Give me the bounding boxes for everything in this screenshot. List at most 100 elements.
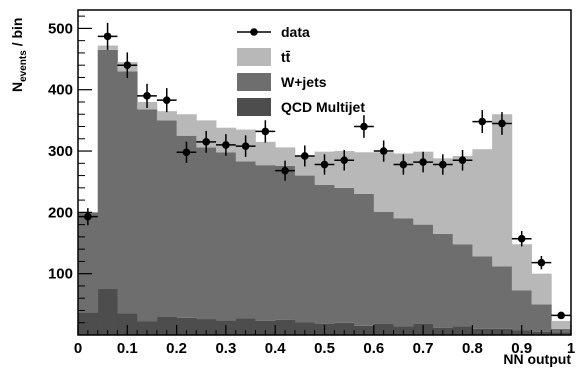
data-marker (340, 156, 349, 165)
bar-w-jets (413, 224, 434, 324)
data-point (216, 134, 236, 156)
bar-qcd-multijet (78, 312, 99, 335)
bar-w-jets (156, 120, 177, 317)
x-tick-label: 0.2 (166, 340, 187, 357)
bar-tt (452, 155, 473, 245)
x-tick-label: 0.5 (314, 340, 335, 357)
bar-w-jets (216, 152, 237, 321)
data-point (472, 110, 493, 134)
bar-qcd-multijet (137, 321, 158, 335)
x-tick-label: 0.9 (511, 340, 532, 357)
data-marker (300, 152, 309, 160)
data-points (78, 22, 571, 320)
data-marker (261, 127, 270, 136)
y-tick-label: 100 (48, 266, 73, 283)
bar-w-jets (511, 290, 532, 331)
data-marker (399, 160, 408, 169)
data-point (354, 115, 374, 138)
bar-tt (432, 158, 454, 234)
data-marker (202, 138, 210, 146)
data-marker (498, 119, 506, 128)
bar-qcd-multijet (176, 317, 197, 335)
data-marker (162, 96, 171, 104)
bar-tt (373, 152, 394, 212)
bar-w-jets (334, 187, 355, 323)
bar-tt (176, 114, 197, 136)
x-tick-label: 0 (74, 340, 82, 357)
legend-label: data (281, 24, 310, 40)
data-marker (182, 148, 191, 157)
bar-tt (354, 152, 375, 194)
bar-w-jets (117, 71, 138, 314)
data-point (137, 83, 157, 108)
data-marker (103, 32, 112, 41)
data-point (492, 112, 512, 135)
data-marker (281, 166, 289, 175)
legend-label: tt̄ (281, 49, 291, 65)
bar-qcd-multijet (117, 313, 138, 335)
series-w-jets (78, 49, 572, 333)
x-tick-label: 1 (567, 340, 575, 357)
data-point (511, 231, 532, 247)
data-point (413, 151, 433, 173)
bar-w-jets (196, 147, 217, 320)
data-marker (320, 160, 329, 169)
data-marker (360, 122, 368, 131)
series-tt (97, 45, 572, 329)
bar-w-jets (255, 165, 276, 321)
bar-w-jets (452, 244, 473, 327)
data-marker (143, 92, 151, 100)
bar-qcd-multijet (156, 316, 177, 335)
data-marker (241, 142, 250, 150)
data-marker (379, 147, 388, 155)
legend: data tt̄ W+jets QCD Multijet (237, 24, 365, 116)
bar-w-jets (314, 184, 335, 324)
bar-qcd-multijet (255, 320, 276, 335)
bar-w-jets (354, 193, 375, 326)
data-point (117, 52, 138, 79)
data-point (314, 154, 335, 175)
bar-w-jets (472, 256, 493, 329)
data-point (393, 154, 414, 175)
bar-tt (413, 151, 434, 225)
data-point (176, 141, 197, 163)
data-point (255, 120, 276, 143)
legend-item-tt: tt̄ (237, 48, 291, 66)
bar-qcd-multijet (235, 318, 256, 335)
bar-w-jets (294, 175, 316, 323)
bar-tt (511, 244, 532, 291)
data-point (373, 140, 394, 162)
data-point (156, 88, 177, 113)
data-point (235, 135, 256, 157)
x-tick-label: 0.7 (413, 340, 434, 357)
data-marker (557, 311, 565, 320)
bar-w-jets (373, 211, 394, 324)
data-point (294, 145, 315, 167)
bar-qcd-multijet (294, 322, 316, 335)
data-marker (439, 160, 447, 169)
bar-qcd-multijet (275, 319, 296, 335)
axis-ticks: 0 0.1 0.2 0.3 0.4 0.5 0.6 0.7 0.8 0.9 1 100 200 300 40… (48, 15, 575, 357)
bar-tt (275, 147, 296, 166)
bar-tt (492, 114, 513, 267)
bar-tt (393, 153, 414, 219)
y-axis-title-subscript: events (18, 50, 29, 82)
legend-swatch (237, 48, 271, 66)
y-tick-label: 500 (48, 20, 73, 37)
data-marker (517, 234, 526, 243)
bar-tt (531, 273, 552, 305)
legend-item-qcd-multijet: QCD Multijet (237, 98, 365, 116)
bar-w-jets (531, 304, 552, 332)
x-tick-label: 0.1 (117, 340, 138, 357)
data-point (97, 22, 118, 50)
bar-qcd-multijet (97, 289, 118, 335)
bar-w-jets (176, 135, 197, 318)
y-axis-title-main: N (9, 82, 25, 92)
data-point (531, 255, 552, 270)
data-marker (458, 156, 467, 165)
x-tick-label: 0.4 (265, 340, 287, 357)
bar-w-jets (78, 212, 99, 313)
data-point (78, 208, 98, 226)
bar-tt (255, 141, 276, 166)
x-tick-label: 0.3 (215, 340, 236, 357)
